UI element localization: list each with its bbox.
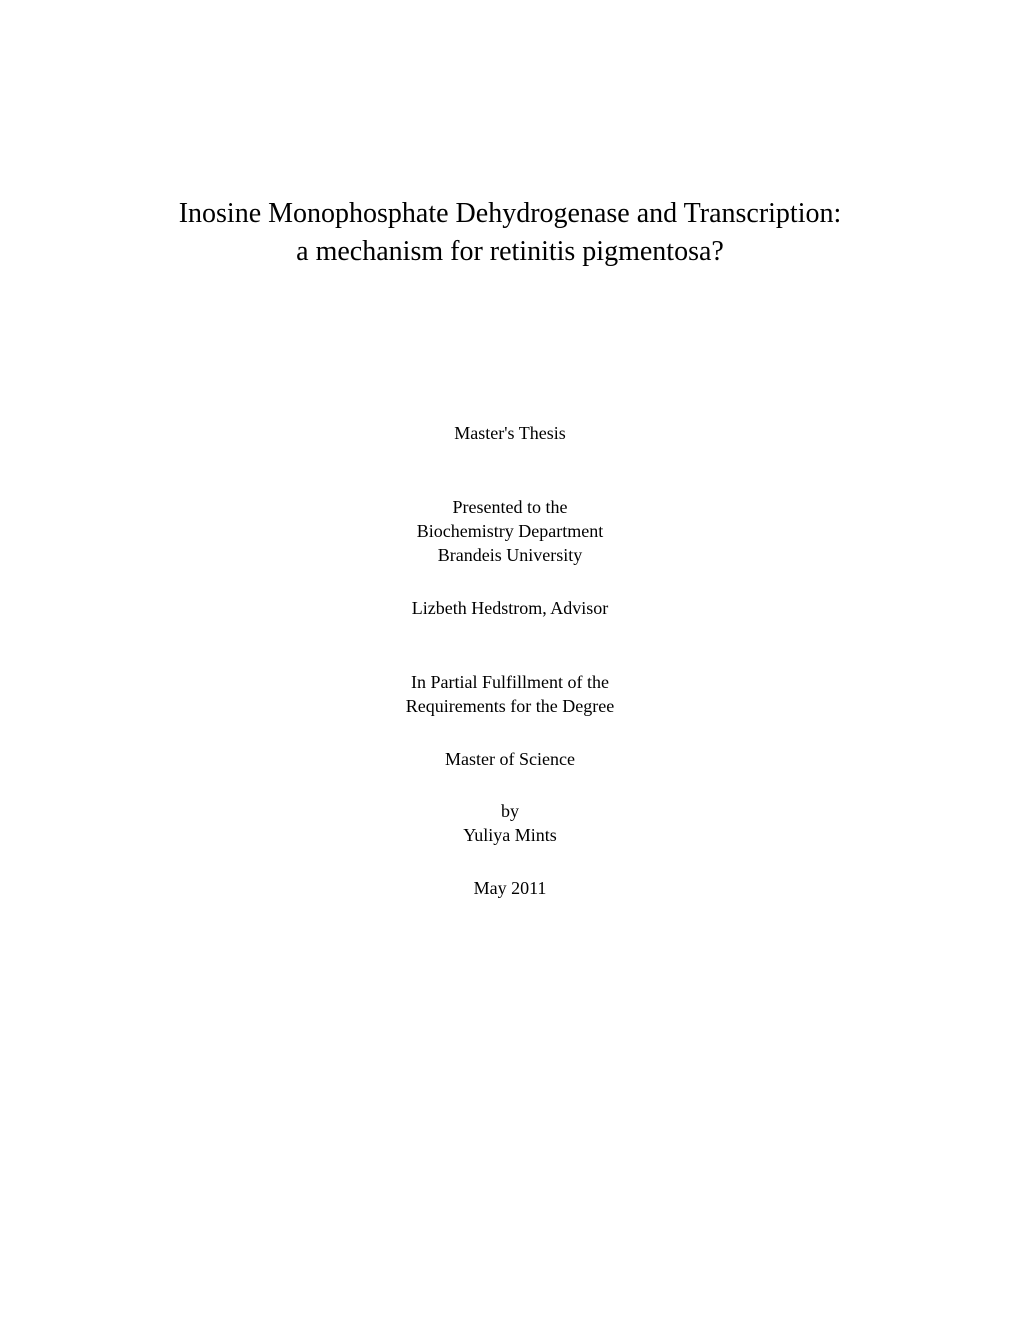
title-line-1: Inosine Monophosphate Dehydrogenase and … bbox=[0, 195, 1020, 233]
thesis-type: Master's Thesis bbox=[0, 421, 1020, 445]
author: Yuliya Mints bbox=[0, 823, 1020, 847]
title-line-2: a mechanism for retinitis pigmentosa? bbox=[0, 233, 1020, 271]
fulfillment-line-2: Requirements for the Degree bbox=[0, 694, 1020, 718]
degree: Master of Science bbox=[0, 747, 1020, 771]
department: Biochemistry Department bbox=[0, 519, 1020, 543]
body-block: Master's Thesis Presented to the Biochem… bbox=[0, 421, 1020, 900]
by-label: by bbox=[0, 799, 1020, 823]
presented-to: Presented to the bbox=[0, 495, 1020, 519]
fulfillment-line-1: In Partial Fulfillment of the bbox=[0, 670, 1020, 694]
university: Brandeis University bbox=[0, 543, 1020, 567]
advisor: Lizbeth Hedstrom, Advisor bbox=[0, 596, 1020, 620]
date: May 2011 bbox=[0, 876, 1020, 900]
title-block: Inosine Monophosphate Dehydrogenase and … bbox=[0, 195, 1020, 271]
